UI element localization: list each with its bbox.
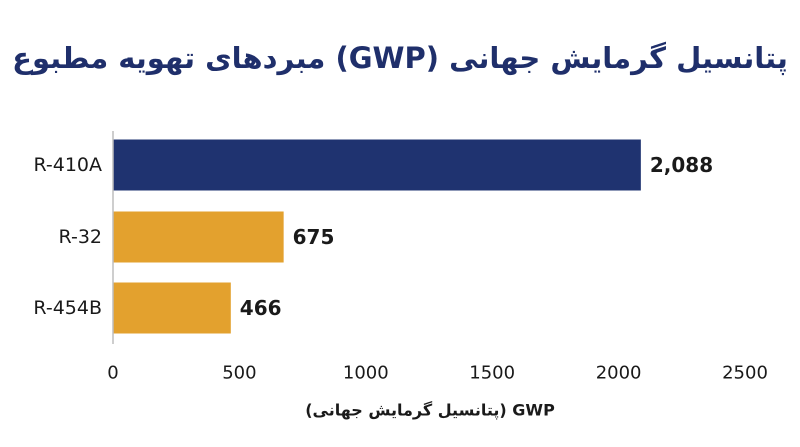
value-label: 675 — [293, 225, 335, 249]
x-tick-label: 1500 — [469, 363, 515, 384]
bar-r-32 — [113, 211, 284, 263]
x-tick-label: 2000 — [596, 363, 642, 384]
x-tick-labels-group: 0 500 1000 1500 2000 2500 — [107, 363, 768, 384]
category-label: R-454B — [33, 297, 102, 319]
bar-r-410a — [113, 139, 641, 191]
x-tick-label: 500 — [222, 363, 256, 384]
category-labels-group: R-410A R-32 R-454B — [33, 154, 102, 319]
value-label: 466 — [240, 296, 282, 320]
x-tick-label: 2500 — [722, 363, 768, 384]
x-tick-label: 0 — [107, 363, 118, 384]
bar-r-454b — [113, 282, 231, 334]
x-tick-label: 1000 — [343, 363, 389, 384]
value-labels-group: 2,088 675 466 — [240, 153, 713, 320]
value-label: 2,088 — [650, 153, 713, 177]
bars-group — [113, 139, 641, 334]
category-label: R-32 — [59, 226, 102, 248]
chart-title: پتانسیل گرمایش جهانی (GWP) مبردهای تهویه… — [12, 41, 788, 75]
category-label: R-410A — [33, 154, 102, 176]
x-axis-label: GWP (پتانسیل گرمایش جهانی) — [305, 401, 555, 421]
